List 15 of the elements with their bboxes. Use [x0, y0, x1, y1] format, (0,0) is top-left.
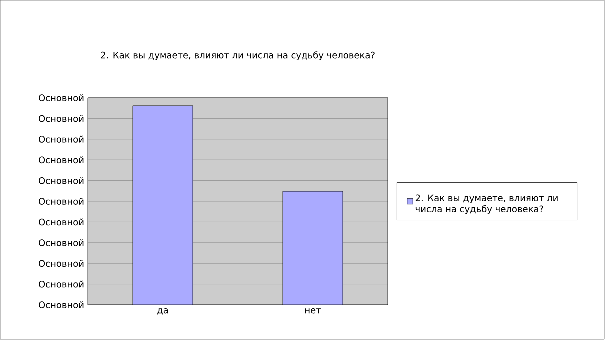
x-tick-label: да	[158, 308, 168, 315]
x-tick-label: нет	[305, 308, 322, 314]
text: Основной	[39, 136, 84, 143]
text: Основной	[39, 280, 84, 288]
text: Основной	[39, 198, 84, 205]
text: Основной	[39, 94, 84, 102]
text: Основной	[39, 260, 84, 268]
legend-label: 2. Как вы думаете, влияют ли числа на судьбу человека?	[416, 194, 558, 214]
text: Основной	[39, 218, 84, 226]
text: Основной	[39, 115, 84, 122]
text: Основной	[39, 177, 84, 184]
text: Основной	[39, 156, 84, 164]
chart-title: 2. Как вы думаете, влияют ли числа на судьбу человека?	[101, 52, 375, 60]
text: Основной	[39, 302, 84, 308]
text: Основной	[39, 239, 84, 246]
